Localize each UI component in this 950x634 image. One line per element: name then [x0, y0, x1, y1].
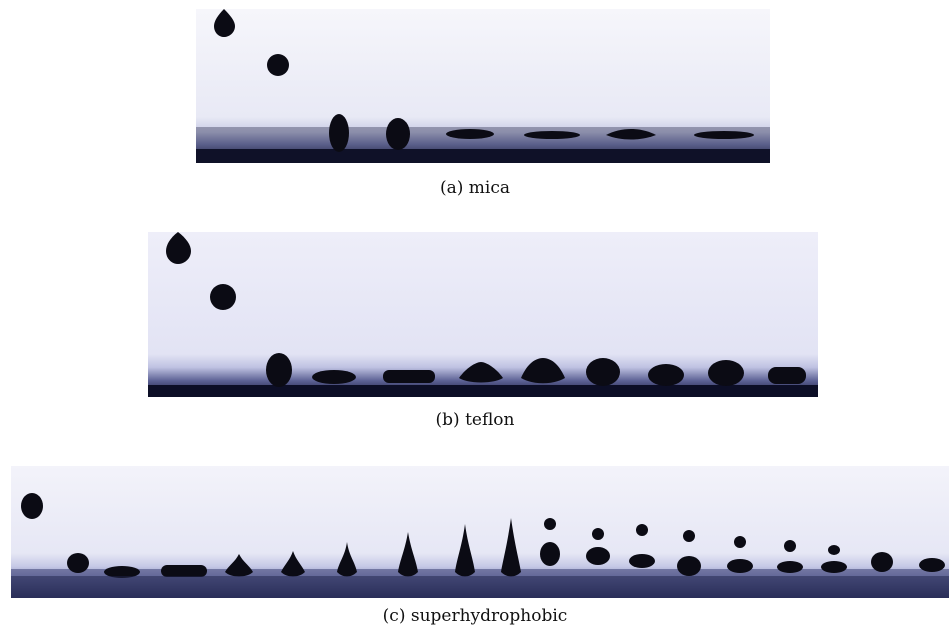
panel-b-image	[148, 232, 818, 397]
drop-16b	[777, 561, 803, 573]
drop-17a	[828, 545, 840, 555]
drop-11b	[540, 542, 560, 566]
drop-sequence	[214, 9, 754, 152]
drop-7	[337, 542, 357, 577]
drop-5	[225, 554, 253, 577]
panel-c-image	[11, 466, 949, 598]
drop-falling-2	[267, 54, 289, 76]
drop-recoil-3	[586, 358, 620, 386]
drop-2	[67, 553, 89, 573]
drop-spread-1	[312, 370, 356, 384]
drop-11a	[544, 518, 556, 530]
drop-15a	[734, 536, 746, 548]
drop-rest	[768, 367, 806, 384]
panel-c-superhydrophobic	[11, 466, 949, 598]
drop-falling-1	[166, 232, 191, 264]
drop-recoil-2	[521, 358, 565, 384]
drop-10	[501, 518, 521, 577]
drop-14a	[683, 530, 695, 542]
drop-spread-1	[446, 129, 494, 139]
drop-spread-3	[606, 129, 656, 140]
panel-a-mica	[196, 9, 770, 163]
panel-a-image	[196, 9, 770, 163]
drop-impact-2	[386, 118, 410, 150]
drop-13b	[629, 554, 655, 568]
drop-14b	[677, 556, 701, 576]
drop-recoil-1	[459, 362, 503, 383]
drop-9	[455, 524, 475, 577]
drop-6	[281, 551, 305, 577]
drop-falling-2	[210, 284, 236, 310]
drop-spread-2	[524, 131, 580, 139]
drop-sequence	[21, 493, 945, 578]
drop-17b	[821, 561, 847, 573]
drop-3	[104, 566, 140, 578]
drop-spread-4	[694, 131, 754, 139]
drop-12b	[586, 547, 610, 565]
drop-sequence	[166, 232, 806, 387]
caption-c: (c) superhydrophobic	[382, 606, 568, 626]
drop-15b	[727, 559, 753, 573]
drop-spread-2	[383, 370, 435, 383]
drop-8	[398, 532, 418, 577]
drop-impact-1	[329, 114, 349, 152]
caption-b: (b) teflon	[435, 410, 515, 430]
drop-18	[871, 552, 893, 572]
drop-19	[919, 558, 945, 572]
drop-recoil-5	[708, 360, 744, 386]
drop-12a	[592, 528, 604, 540]
drop-falling-1	[214, 9, 235, 37]
drop-13a	[636, 524, 648, 536]
drop-1	[21, 493, 43, 519]
drop-impact-1	[266, 353, 292, 387]
caption-a: (a) mica	[439, 178, 511, 198]
drop-recoil-4	[648, 364, 684, 386]
drop-16a	[784, 540, 796, 552]
drop-4	[161, 565, 207, 577]
panel-b-teflon	[148, 232, 818, 397]
